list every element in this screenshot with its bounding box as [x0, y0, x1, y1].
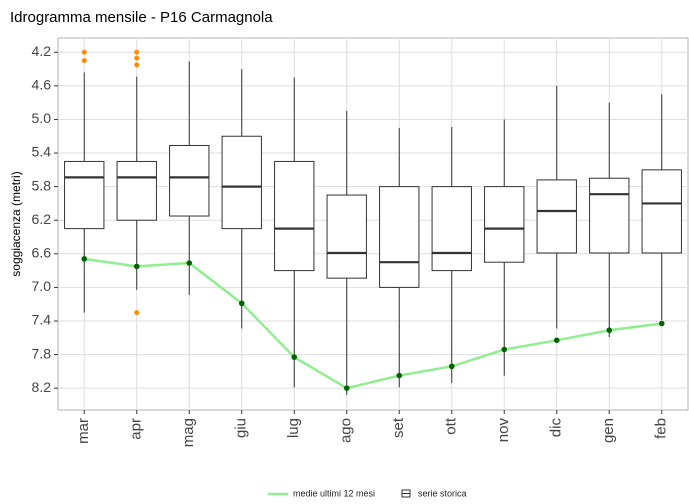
x-tick-label: mar	[75, 418, 92, 444]
outlier	[134, 62, 140, 68]
y-tick-label: 7.0	[32, 278, 52, 294]
box	[64, 160, 105, 230]
mean-point	[81, 256, 88, 262]
box	[169, 144, 210, 217]
box	[326, 194, 367, 279]
legend-label: medie ultimi 12 mesi	[293, 488, 375, 498]
x-tick-label: set	[390, 417, 407, 438]
outlier	[134, 310, 140, 316]
x-tick-label: dic	[548, 418, 565, 438]
mean-point	[448, 363, 455, 370]
box	[589, 177, 630, 254]
x-tick-label: lug	[285, 418, 302, 438]
x-tick-label: feb	[653, 418, 670, 439]
box	[484, 186, 525, 263]
y-tick-label: 7.4	[32, 312, 52, 328]
outlier	[81, 58, 87, 64]
x-tick-label: mag	[180, 418, 197, 447]
y-axis-label: soggiacenza (metri)	[9, 171, 23, 276]
mean-point	[238, 300, 245, 307]
mean-point	[291, 354, 298, 360]
box	[536, 179, 577, 254]
box	[116, 160, 157, 221]
mean-point	[553, 337, 560, 344]
legend-label: serie storica	[418, 488, 467, 498]
mean-point	[186, 260, 193, 266]
y-tick-label: 7.8	[32, 345, 52, 361]
y-tick-label: 8.2	[32, 379, 52, 395]
outlier	[134, 55, 140, 61]
x-tick-label: gen	[600, 418, 617, 443]
y-tick-label: 4.6	[32, 77, 52, 93]
y-tick-label: 5.8	[32, 177, 52, 193]
outlier	[134, 49, 140, 55]
chart-title: Idrogramma mensile - P16 Carmagnola	[10, 9, 273, 26]
x-tick-label: giu	[233, 418, 250, 438]
y-tick-label: 5.0	[32, 110, 52, 126]
box	[379, 186, 420, 288]
box	[221, 135, 262, 230]
x-tick-label: ott	[443, 417, 460, 435]
outlier	[81, 49, 87, 55]
plot-background	[57, 37, 689, 411]
x-tick-label: apr	[128, 418, 145, 440]
mean-point	[133, 263, 140, 270]
box	[431, 186, 472, 272]
y-tick-label: 5.4	[32, 144, 52, 160]
box	[274, 160, 315, 272]
mean-point	[606, 327, 613, 334]
mean-point	[396, 372, 403, 379]
x-tick-label: ago	[338, 418, 355, 443]
mean-point	[658, 320, 665, 327]
y-tick-label: 6.2	[32, 211, 52, 227]
x-tick-label: nov	[495, 418, 512, 443]
mean-point	[501, 346, 508, 353]
box	[641, 169, 682, 254]
mean-line	[84, 257, 662, 390]
mean-point	[343, 385, 350, 391]
y-tick-label: 6.6	[32, 245, 52, 261]
y-tick-label: 4.2	[32, 43, 52, 59]
